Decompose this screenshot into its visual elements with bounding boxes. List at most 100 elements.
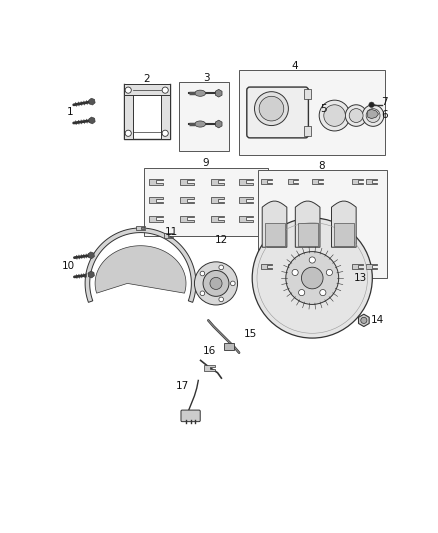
Circle shape bbox=[319, 100, 350, 131]
Text: 1: 1 bbox=[67, 108, 73, 117]
Polygon shape bbox=[215, 90, 222, 97]
Circle shape bbox=[366, 109, 380, 123]
Polygon shape bbox=[332, 201, 356, 247]
Polygon shape bbox=[366, 179, 377, 184]
Polygon shape bbox=[239, 179, 253, 185]
Polygon shape bbox=[211, 216, 224, 222]
Circle shape bbox=[286, 252, 339, 304]
FancyBboxPatch shape bbox=[247, 87, 308, 138]
Text: 13: 13 bbox=[353, 273, 367, 283]
Circle shape bbox=[200, 271, 205, 276]
Text: 7: 7 bbox=[381, 98, 388, 108]
Bar bbox=[258, 170, 387, 278]
Circle shape bbox=[299, 289, 305, 296]
Polygon shape bbox=[288, 179, 298, 184]
Text: 2: 2 bbox=[143, 75, 150, 84]
Polygon shape bbox=[298, 223, 318, 246]
Circle shape bbox=[349, 109, 363, 123]
Polygon shape bbox=[205, 366, 215, 371]
Polygon shape bbox=[149, 216, 163, 222]
Polygon shape bbox=[295, 201, 320, 247]
Ellipse shape bbox=[195, 121, 205, 127]
Text: 8: 8 bbox=[318, 161, 325, 172]
Polygon shape bbox=[88, 252, 95, 259]
Circle shape bbox=[309, 257, 315, 263]
Polygon shape bbox=[180, 197, 194, 203]
Circle shape bbox=[230, 281, 235, 286]
Polygon shape bbox=[215, 120, 222, 128]
Bar bbox=[145, 168, 268, 236]
Circle shape bbox=[162, 87, 168, 93]
Ellipse shape bbox=[195, 90, 205, 96]
Circle shape bbox=[254, 92, 288, 126]
Bar bbox=[304, 90, 311, 99]
Bar bbox=[239, 70, 385, 155]
Circle shape bbox=[194, 262, 237, 305]
Circle shape bbox=[326, 269, 332, 276]
Text: 15: 15 bbox=[244, 329, 257, 339]
Text: 5: 5 bbox=[320, 103, 326, 114]
Polygon shape bbox=[352, 264, 363, 269]
Polygon shape bbox=[88, 271, 95, 278]
Polygon shape bbox=[352, 179, 363, 184]
Polygon shape bbox=[312, 264, 323, 269]
Polygon shape bbox=[312, 179, 323, 184]
Polygon shape bbox=[149, 179, 163, 185]
Circle shape bbox=[125, 130, 131, 136]
Polygon shape bbox=[88, 98, 95, 105]
Circle shape bbox=[361, 317, 367, 324]
Polygon shape bbox=[95, 246, 186, 293]
Polygon shape bbox=[366, 264, 377, 269]
FancyBboxPatch shape bbox=[181, 410, 200, 422]
Polygon shape bbox=[261, 264, 272, 269]
Circle shape bbox=[324, 105, 346, 126]
Circle shape bbox=[210, 277, 222, 289]
Polygon shape bbox=[180, 216, 194, 222]
Text: 17: 17 bbox=[176, 381, 190, 391]
Circle shape bbox=[362, 105, 384, 126]
Bar bbox=[179, 82, 229, 151]
Text: 14: 14 bbox=[371, 316, 384, 325]
Circle shape bbox=[346, 105, 367, 126]
Polygon shape bbox=[239, 216, 253, 222]
Polygon shape bbox=[367, 109, 378, 119]
Circle shape bbox=[252, 218, 372, 338]
Polygon shape bbox=[124, 84, 133, 140]
Circle shape bbox=[219, 297, 223, 302]
Circle shape bbox=[301, 267, 323, 289]
Text: 6: 6 bbox=[381, 110, 388, 120]
Text: 9: 9 bbox=[203, 158, 209, 167]
Text: 16: 16 bbox=[203, 346, 216, 356]
Bar bbox=[224, 343, 234, 350]
Polygon shape bbox=[265, 223, 285, 246]
Polygon shape bbox=[211, 197, 224, 203]
Polygon shape bbox=[288, 264, 298, 269]
Polygon shape bbox=[239, 197, 253, 203]
Text: 10: 10 bbox=[62, 262, 75, 271]
Circle shape bbox=[259, 96, 284, 121]
Circle shape bbox=[162, 130, 168, 136]
Circle shape bbox=[369, 102, 374, 108]
Text: 4: 4 bbox=[291, 61, 298, 71]
Text: 12: 12 bbox=[215, 235, 228, 245]
Circle shape bbox=[292, 269, 298, 276]
Polygon shape bbox=[211, 179, 224, 185]
Polygon shape bbox=[261, 179, 272, 184]
Text: 11: 11 bbox=[165, 227, 178, 237]
Polygon shape bbox=[85, 228, 196, 302]
Polygon shape bbox=[180, 179, 194, 185]
Circle shape bbox=[125, 87, 131, 93]
Polygon shape bbox=[89, 117, 95, 124]
Polygon shape bbox=[262, 201, 287, 247]
Polygon shape bbox=[334, 223, 354, 246]
Polygon shape bbox=[164, 233, 173, 238]
Circle shape bbox=[320, 289, 326, 296]
Circle shape bbox=[203, 270, 229, 296]
Polygon shape bbox=[124, 84, 170, 95]
Polygon shape bbox=[136, 225, 145, 230]
Polygon shape bbox=[161, 84, 170, 140]
Bar bbox=[304, 126, 311, 135]
Polygon shape bbox=[149, 197, 163, 203]
Circle shape bbox=[219, 265, 223, 270]
Text: 3: 3 bbox=[203, 73, 209, 83]
